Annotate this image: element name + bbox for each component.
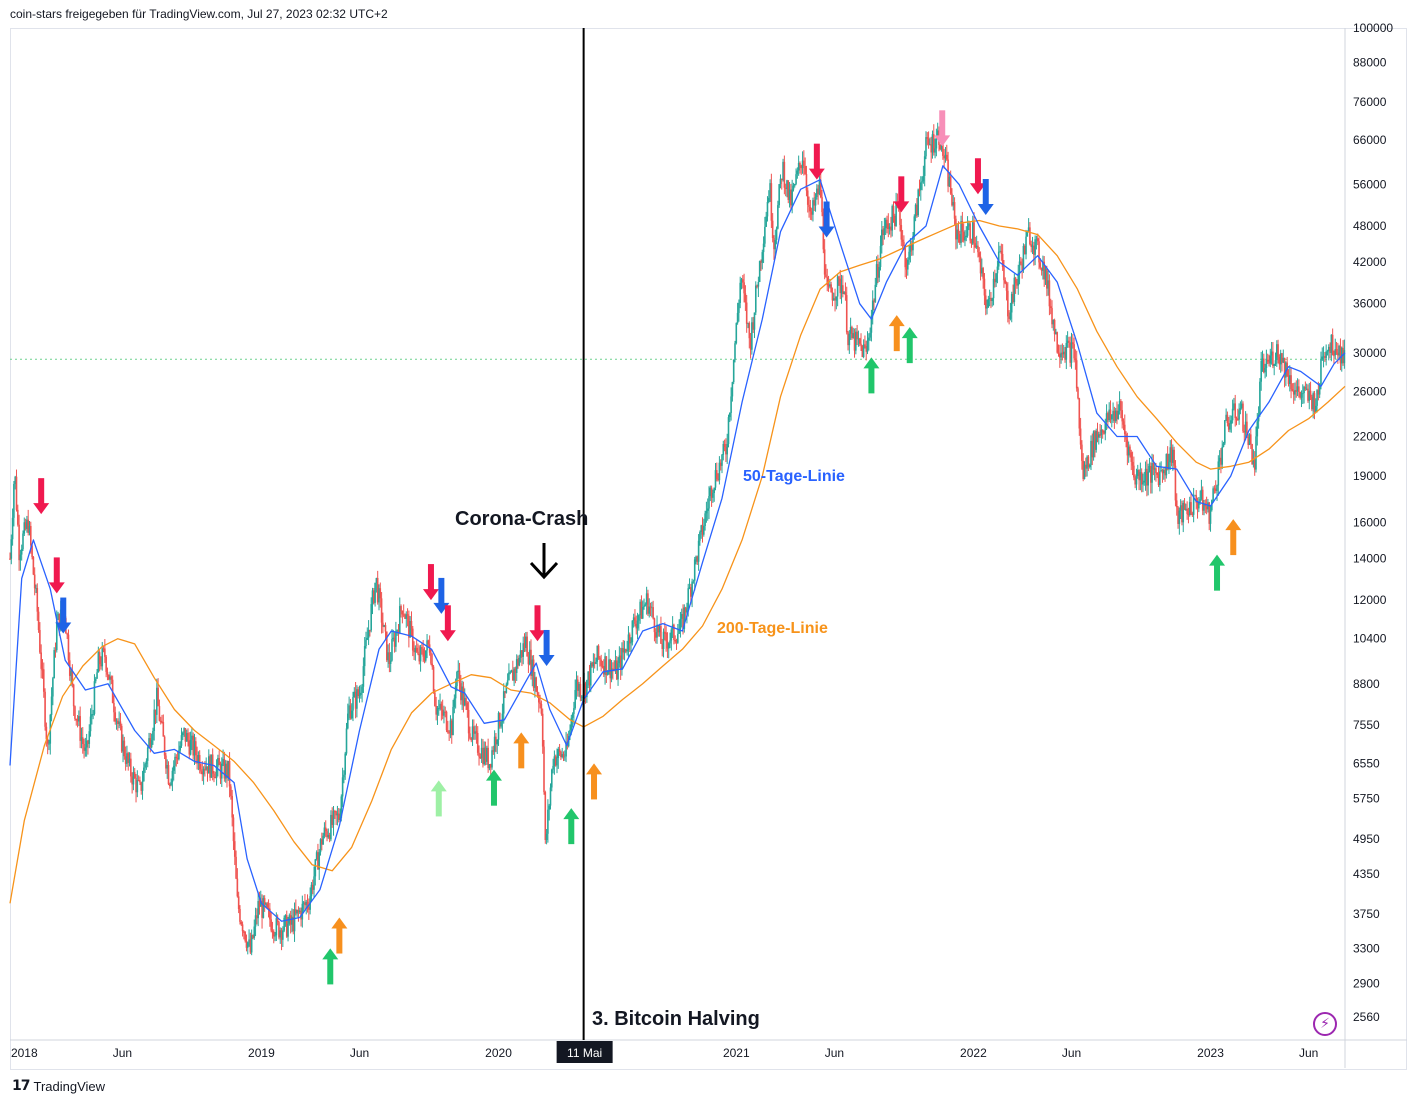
corona-crash-label: Corona-Crash <box>455 508 588 530</box>
candles <box>9 122 1346 956</box>
ma200-line <box>9 219 1346 904</box>
signal-arrow-down-blue-icon <box>538 629 555 666</box>
signal-arrow-up-lightgreen-icon <box>430 780 447 817</box>
signal-arrow-up-green-icon <box>863 357 880 394</box>
signal-arrow-up-orange-icon <box>888 315 905 352</box>
signal-arrow-up-green-icon <box>322 948 339 985</box>
ma200-label: 200-Tage-Linie <box>717 620 828 637</box>
tradingview-logo-text: TradingView <box>33 1078 106 1094</box>
tradingview-logo-icon: 𝟭𝟳 <box>12 1078 31 1094</box>
y-tick-label: 36000 <box>1353 297 1387 311</box>
signal-arrow-down-red-icon <box>969 158 986 195</box>
y-tick-label: 66000 <box>1353 133 1387 147</box>
signal-arrow-down-red-icon <box>808 143 825 180</box>
signal-arrow-up-orange-icon <box>331 917 348 954</box>
attribution-header: coin-stars freigegeben für TradingView.c… <box>10 7 388 21</box>
halving-date-badge <box>556 1041 613 1063</box>
x-tick-label: 2019 <box>248 1046 275 1060</box>
signal-arrow-down-red-icon <box>529 605 546 642</box>
y-tick-label: 14000 <box>1353 551 1387 565</box>
y-tick-label: 5750 <box>1353 792 1380 806</box>
y-tick-label: 26000 <box>1353 384 1387 398</box>
y-tick-label: 2560 <box>1353 1010 1380 1024</box>
signal-arrow-up-orange-icon <box>586 763 603 800</box>
corona-crash-arrow-icon <box>529 543 559 580</box>
x-tick-label: 11 Mai <box>567 1046 602 1060</box>
tradingview-footer[interactable]: 𝟭𝟳 TradingView <box>12 1078 105 1094</box>
signal-arrow-up-green-icon <box>1209 554 1226 591</box>
signal-arrow-down-red-icon <box>893 176 910 213</box>
y-tick-label: 48000 <box>1353 219 1387 233</box>
ma50-label: 50-Tage-Linie <box>743 468 845 485</box>
y-tick-label: 4350 <box>1353 867 1380 881</box>
y-tick-label: 7550 <box>1353 718 1380 732</box>
y-tick-label: 76000 <box>1353 95 1387 109</box>
signal-arrow-down-blue-icon <box>977 179 994 216</box>
signal-arrow-down-red-icon <box>33 478 50 515</box>
signal-arrow-down-blue-icon <box>818 201 835 238</box>
signal-arrow-down-blue-icon <box>55 597 72 634</box>
y-tick-label: 30000 <box>1353 346 1387 360</box>
signal-arrow-up-orange-icon <box>513 732 530 769</box>
y-tick-label: 8800 <box>1353 677 1380 691</box>
signal-arrow-down-pink-icon <box>934 110 951 147</box>
x-tick-label: Jun <box>1299 1046 1318 1060</box>
x-tick-label: 2023 <box>1197 1046 1224 1060</box>
x-tick-label: Jun <box>1062 1046 1081 1060</box>
y-tick-label: 100000 <box>1353 21 1393 35</box>
signal-arrow-up-green-icon <box>485 769 502 806</box>
y-tick-label: 4950 <box>1353 832 1380 846</box>
x-tick-label: Jun <box>825 1046 844 1060</box>
y-tick-label: 19000 <box>1353 469 1387 483</box>
signal-arrow-up-green-icon <box>901 327 918 364</box>
y-tick-label: 3750 <box>1353 907 1380 921</box>
signal-arrow-up-orange-icon <box>1225 519 1242 556</box>
signal-arrow-down-red-icon <box>48 557 65 594</box>
y-tick-label: 2900 <box>1353 976 1380 990</box>
x-tick-label: 2018 <box>11 1046 38 1060</box>
y-tick-label: 22000 <box>1353 430 1387 444</box>
y-tick-label: 16000 <box>1353 515 1387 529</box>
ma50-line <box>9 165 1346 922</box>
x-tick-label: 2021 <box>723 1046 750 1060</box>
signal-arrow-down-red-icon <box>422 564 439 601</box>
lightning-icon[interactable]: ⚡ <box>1313 1012 1337 1036</box>
x-tick-label: 2022 <box>960 1046 987 1060</box>
y-tick-label: 42000 <box>1353 255 1387 269</box>
x-tick-label: Jun <box>113 1046 132 1060</box>
y-tick-label: 88000 <box>1353 55 1387 69</box>
y-tick-label: 56000 <box>1353 177 1387 191</box>
y-tick-label: 3300 <box>1353 941 1380 955</box>
signal-arrow-up-green-icon <box>563 808 580 845</box>
y-tick-label: 12000 <box>1353 593 1387 607</box>
x-tick-label: Jun <box>350 1046 369 1060</box>
halving-label: 3. Bitcoin Halving <box>592 1008 760 1030</box>
y-tick-label: 10400 <box>1353 632 1387 646</box>
x-tick-label: 2020 <box>485 1046 512 1060</box>
y-tick-label: 6550 <box>1353 756 1380 770</box>
signal-arrow-down-red-icon <box>439 605 456 642</box>
